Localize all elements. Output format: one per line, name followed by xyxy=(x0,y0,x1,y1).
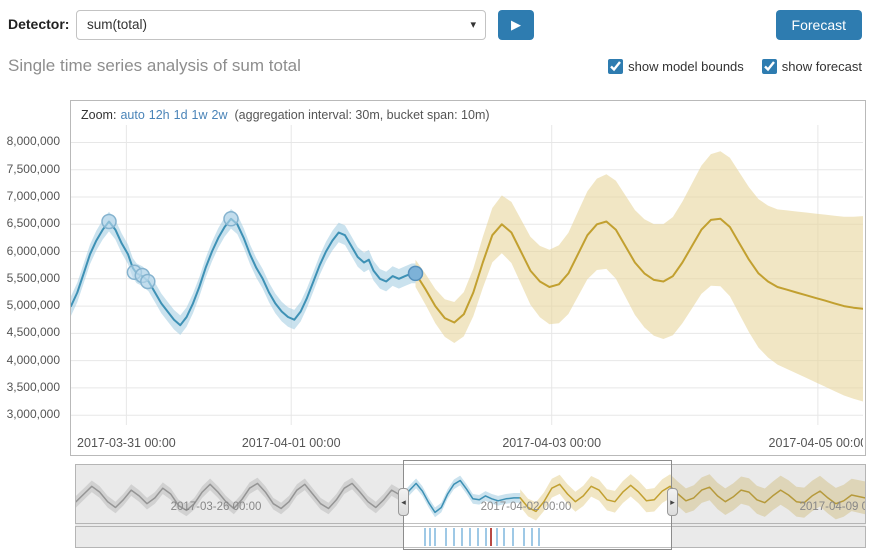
display-options: show model bounds show forecast xyxy=(608,59,862,74)
anomaly-tick[interactable] xyxy=(538,528,540,546)
context-forecast-line xyxy=(519,483,865,513)
show-forecast-option[interactable]: show forecast xyxy=(761,59,862,74)
zoom-link-12h[interactable]: 12h xyxy=(148,108,170,122)
x-axis-label: 2017-03-31 00:00 xyxy=(77,436,176,450)
anomaly-tick[interactable] xyxy=(445,528,447,546)
detector-label: Detector: xyxy=(8,16,70,32)
show-forecast-label: show forecast xyxy=(781,59,862,74)
x-axis-label: 2017-04-03 00:00 xyxy=(502,436,601,450)
y-axis-label: 8,000,000 xyxy=(6,134,60,148)
show-model-bounds-checkbox[interactable] xyxy=(608,59,624,74)
brush-handle-left[interactable]: ◂ xyxy=(398,488,409,516)
context-chart[interactable] xyxy=(76,465,865,523)
anomaly-tick[interactable] xyxy=(469,528,471,546)
anomaly-tick[interactable] xyxy=(485,528,487,546)
show-model-bounds-option[interactable]: show model bounds xyxy=(608,59,744,74)
model-bounds-band xyxy=(71,209,416,335)
anomaly-tick[interactable] xyxy=(429,528,431,546)
anomaly-tick[interactable] xyxy=(523,528,525,546)
anomaly-tick[interactable] xyxy=(453,528,455,546)
context-chart-container: 2017-03-26 00:00 2017-04-02 00:00 2017-04-… xyxy=(75,460,866,550)
toolbar: Detector: sum(total) ▾ ▶ Forecast xyxy=(8,8,862,44)
anomaly-marker[interactable] xyxy=(101,213,117,230)
context-actual-band xyxy=(403,475,521,518)
play-icon: ▶ xyxy=(511,17,521,32)
x-axis-label: 2017-04-05 00:00 xyxy=(769,436,863,450)
y-axis-label: 3,500,000 xyxy=(6,380,60,394)
detector-selected-value: sum(total) xyxy=(87,17,148,32)
anomaly-tick[interactable] xyxy=(434,528,436,546)
forecast-start-marker[interactable] xyxy=(407,265,424,282)
detector-select[interactable]: sum(total) ▾ xyxy=(76,10,486,40)
page-title: Single time series analysis of sum total xyxy=(8,56,301,75)
context-actual-line xyxy=(402,479,521,514)
y-axis-label: 7,000,000 xyxy=(6,189,60,203)
anomaly-tick[interactable] xyxy=(531,528,533,546)
anomaly-tick[interactable] xyxy=(424,528,426,546)
brush-handle-right[interactable]: ▸ xyxy=(667,488,678,516)
forecast-button[interactable]: Forecast xyxy=(775,10,862,40)
zoom-link-auto[interactable]: auto xyxy=(120,108,145,122)
context-date-label: 2017-04-02 00:00 xyxy=(480,501,572,513)
anomaly-tick[interactable] xyxy=(512,528,514,546)
anomaly-tick[interactable] xyxy=(461,528,463,546)
anomaly-tick[interactable] xyxy=(496,528,498,546)
zoom-link-2w[interactable]: 2w xyxy=(211,108,228,122)
show-model-bounds-label: show model bounds xyxy=(628,59,744,74)
context-history-line xyxy=(76,482,405,512)
context-swimlane[interactable] xyxy=(75,526,866,548)
anomaly-tick[interactable] xyxy=(503,528,505,546)
y-axis-label: 7,500,000 xyxy=(6,162,60,176)
title-row: Single time series analysis of sum total… xyxy=(8,56,862,82)
play-button[interactable]: ▶ xyxy=(498,10,534,40)
forecast-bounds-band xyxy=(415,151,863,402)
zoom-aggregation-info: (aggregation interval: 30m, bucket span:… xyxy=(234,108,490,122)
context-strip[interactable]: 2017-03-26 00:00 2017-04-02 00:00 2017-04-… xyxy=(75,464,866,524)
zoom-label: Zoom: xyxy=(81,108,117,122)
context-history-band xyxy=(76,477,404,517)
anomaly-marker[interactable] xyxy=(140,273,156,290)
y-axis-label: 5,500,000 xyxy=(6,271,60,285)
context-forecast-band xyxy=(520,474,865,521)
zoom-row: Zoom: auto 12h 1d 1w 2w (aggregation interval:… xyxy=(81,108,490,122)
anomaly-tick[interactable] xyxy=(477,528,479,546)
context-date-label: 2017-04-09 00:00 xyxy=(799,501,865,513)
show-forecast-checkbox[interactable] xyxy=(761,59,777,74)
y-axis-label: 6,000,000 xyxy=(6,244,60,258)
zoom-link-1w[interactable]: 1w xyxy=(191,108,208,122)
anomaly-marker[interactable] xyxy=(223,211,239,227)
y-axis-label: 4,000,000 xyxy=(6,353,60,367)
context-date-label: 2017-03-26 00:00 xyxy=(170,501,262,513)
y-axis-label: 6,500,000 xyxy=(6,216,60,230)
y-axis-label: 5,000,000 xyxy=(6,298,60,312)
y-axis-label: 4,500,000 xyxy=(6,325,60,339)
selection-brush[interactable] xyxy=(403,460,672,550)
zoom-link-1d[interactable]: 1d xyxy=(173,108,188,122)
chevron-down-icon: ▾ xyxy=(470,19,476,31)
x-axis-label: 2017-04-01 00:00 xyxy=(242,436,341,450)
main-chart-panel: Zoom: auto 12h 1d 1w 2w (aggregation interval:… xyxy=(70,100,866,456)
y-axis-label: 3,000,000 xyxy=(6,407,60,421)
anomaly-tick-critical[interactable] xyxy=(490,528,492,546)
forecast-line xyxy=(414,217,863,324)
actual-line xyxy=(71,217,417,327)
main-chart[interactable]: 2017-03-31 00:00 2017-04-01 00:00 2017-04-… xyxy=(71,125,863,455)
